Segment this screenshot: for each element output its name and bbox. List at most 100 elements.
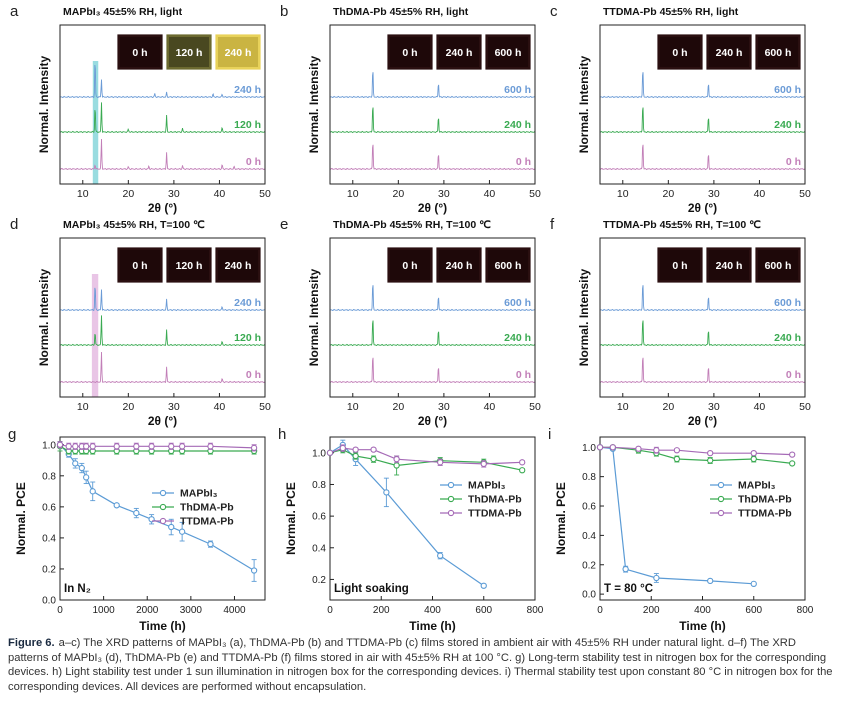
x-tick-label: 40: [214, 401, 226, 413]
panel-title: MAPbI₃ 45±5% RH, light: [63, 6, 183, 18]
legend-entry: MAPbI₃: [738, 480, 776, 492]
legend-entry: MAPbI₃: [468, 480, 506, 492]
photo-label: 600 h: [495, 260, 522, 272]
data-point: [480, 582, 487, 589]
x-tick-label: 30: [438, 401, 450, 413]
film-photo: 240 h: [705, 246, 753, 284]
plot-frame: [599, 24, 806, 185]
y-tick-label: 0.6: [312, 512, 326, 523]
photo-label: 0 h: [132, 260, 147, 272]
x-axis-label: 2θ (°): [418, 201, 447, 215]
series-label: 0 h: [786, 156, 801, 168]
film-photo: 240 h: [435, 246, 483, 284]
xrd-trace: [59, 287, 266, 312]
y-axis-label: Normal. Intensity: [577, 269, 591, 367]
data-point: [707, 457, 714, 464]
panel-letter: f: [550, 216, 555, 233]
xrd-series-240h: 240 h: [329, 320, 536, 347]
data-point: [339, 444, 346, 452]
series-label: 0 h: [516, 369, 531, 381]
photo-label: 600 h: [765, 260, 792, 272]
legend-marker: [447, 481, 455, 489]
x-tick-label: 30: [438, 188, 450, 200]
photo-film: [709, 37, 749, 67]
data-point: [65, 443, 72, 450]
panel-letter: b: [280, 3, 288, 20]
xrd-trace: [329, 285, 536, 312]
photo-label: 240 h: [225, 47, 252, 59]
data-point: [250, 444, 258, 452]
photo-label: 240 h: [446, 260, 473, 272]
series-label: 120 h: [234, 332, 261, 344]
series-label: 240 h: [504, 332, 531, 344]
data-point: [622, 566, 629, 573]
photo-film: [390, 250, 430, 280]
data-point: [750, 450, 757, 457]
photo-film: [218, 37, 258, 67]
photo-label: 0 h: [672, 260, 687, 272]
x-tick-label: 20: [392, 401, 404, 413]
x-tick-label: 40: [754, 188, 766, 200]
photo-film: [439, 37, 479, 67]
y-tick-label: 0.8: [312, 480, 326, 491]
plot-frame: [329, 24, 536, 185]
film-photo: 0 h: [656, 246, 704, 284]
data-point: [370, 446, 377, 453]
plot-frame: [329, 237, 536, 398]
data-point: [707, 577, 714, 585]
x-axis-label: 2θ (°): [148, 201, 177, 215]
x-tick-label: 800: [797, 605, 814, 616]
plot-frame: [599, 237, 806, 398]
x-axis-label: 2θ (°): [688, 414, 717, 428]
film-photo: 600 h: [754, 246, 802, 284]
series-line: [600, 446, 793, 456]
plot-frame: [59, 24, 266, 185]
xrd-series-0h: 0 h: [599, 144, 806, 171]
panel-title: TTDMA-Pb 45±5% RH, T=100 ℃: [603, 219, 761, 231]
xrd-panel-e: e ThDMA-Pb 45±5% RH, T=100 ℃ 0 h 240 h 600 h…: [280, 216, 541, 428]
x-tick-label: 10: [347, 401, 359, 413]
legend: MAPbI₃ ThDMA-Pb TTDMA-Pb: [152, 488, 234, 528]
film-photo: 120 h: [165, 246, 213, 284]
x-tick-label: 20: [122, 188, 134, 200]
data-point: [635, 445, 642, 452]
photo-film: [758, 37, 798, 67]
film-photo: 240 h: [214, 33, 262, 71]
y-tick-label: 0.6: [42, 502, 56, 513]
x-tick-label: 30: [168, 188, 180, 200]
data-point: [789, 451, 796, 458]
xrd-trace: [599, 357, 806, 384]
data-point: [707, 450, 714, 457]
panel-title: TTDMA-Pb 45±5% RH, light: [603, 6, 739, 18]
x-axis-label: 2θ (°): [688, 201, 717, 215]
photo-film: [390, 37, 430, 67]
photo-film: [660, 250, 700, 280]
data-point: [519, 467, 526, 474]
panel-letter: d: [10, 216, 18, 233]
x-tick-label: 400: [694, 605, 711, 616]
pce-series-MAPbI: [56, 441, 258, 582]
data-point: [207, 540, 214, 548]
data-point: [78, 464, 85, 472]
y-axis-label: Normal. PCE: [554, 482, 568, 555]
x-tick-label: 10: [77, 401, 89, 413]
panel-title: ThDMA-Pb 45±5% RH, T=100 ℃: [333, 219, 491, 231]
data-point: [653, 447, 660, 454]
data-point: [750, 580, 757, 587]
data-point: [352, 452, 359, 460]
x-tick-label: 0: [57, 605, 63, 616]
data-point: [89, 488, 96, 495]
x-tick-label: 40: [484, 188, 496, 200]
xrd-series-0h: 0 h: [59, 352, 266, 384]
pce-panel-h: h 0 200 400 600 800 0.2 0.4 0.6 0.8 1.0 Time (h) Nor…: [278, 426, 544, 633]
data-point: [178, 528, 186, 535]
y-tick-label: 0.0: [582, 590, 596, 601]
data-point: [352, 446, 359, 453]
xrd-series-240h: 240 h: [599, 107, 806, 134]
series-label: 600 h: [774, 297, 801, 309]
x-axis-label: Time (h): [679, 619, 725, 633]
y-axis-label: Normal. Intensity: [307, 269, 321, 367]
y-tick-label: 0.2: [312, 575, 326, 586]
data-point: [383, 489, 390, 496]
x-axis-label: Time (h): [409, 619, 455, 633]
